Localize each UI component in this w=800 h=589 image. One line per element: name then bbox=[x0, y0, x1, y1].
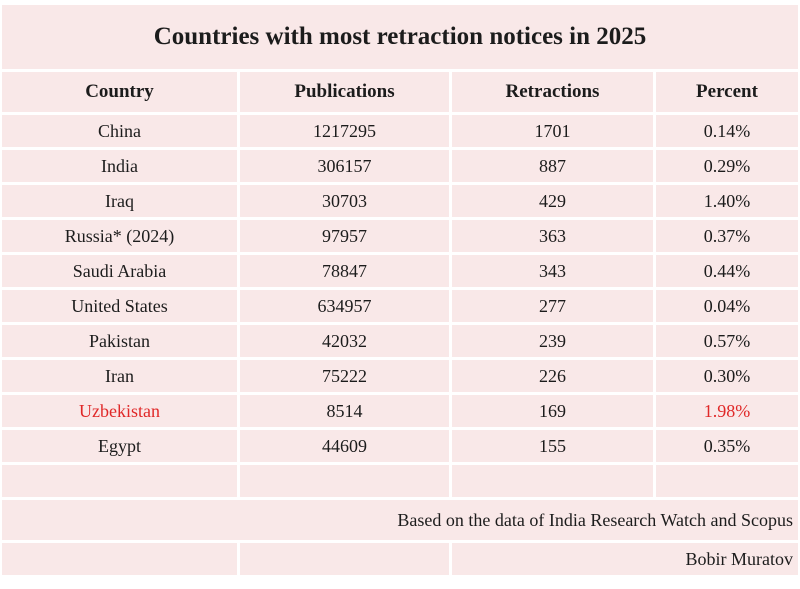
column-header-percent: Percent bbox=[656, 72, 798, 112]
cell-publications: 42032 bbox=[240, 325, 449, 357]
table-row-highlighted: Uzbekistan 8514 169 1.98% bbox=[2, 395, 798, 427]
empty-cell bbox=[240, 543, 449, 575]
cell-country: Uzbekistan bbox=[2, 395, 237, 427]
cell-percent: 0.35% bbox=[656, 430, 798, 462]
table-row: Iran 75222 226 0.30% bbox=[2, 360, 798, 392]
cell-percent: 0.37% bbox=[656, 220, 798, 252]
table-header-row: Country Publications Retractions Percent bbox=[2, 72, 798, 112]
cell-percent: 0.44% bbox=[656, 255, 798, 287]
cell-retractions: 363 bbox=[452, 220, 653, 252]
cell-publications: 97957 bbox=[240, 220, 449, 252]
cell-country: United States bbox=[2, 290, 237, 322]
column-header-publications: Publications bbox=[240, 72, 449, 112]
page-title: Countries with most retraction notices i… bbox=[2, 5, 798, 69]
table-row: China 1217295 1701 0.14% bbox=[2, 115, 798, 147]
cell-country: Iran bbox=[2, 360, 237, 392]
cell-country: Iraq bbox=[2, 185, 237, 217]
table-row: Pakistan 42032 239 0.57% bbox=[2, 325, 798, 357]
cell-publications: 75222 bbox=[240, 360, 449, 392]
table-row: Russia* (2024) 97957 363 0.37% bbox=[2, 220, 798, 252]
cell-country: Russia* (2024) bbox=[2, 220, 237, 252]
cell-country: Egypt bbox=[2, 430, 237, 462]
table-row: India 306157 887 0.29% bbox=[2, 150, 798, 182]
cell-percent: 0.04% bbox=[656, 290, 798, 322]
cell-country: Saudi Arabia bbox=[2, 255, 237, 287]
author-row: Bobir Muratov bbox=[2, 543, 798, 575]
column-header-retractions: Retractions bbox=[452, 72, 653, 112]
cell-retractions: 1701 bbox=[452, 115, 653, 147]
table-row: Iraq 30703 429 1.40% bbox=[2, 185, 798, 217]
table-row: United States 634957 277 0.04% bbox=[2, 290, 798, 322]
cell-retractions: 169 bbox=[452, 395, 653, 427]
cell-percent: 0.14% bbox=[656, 115, 798, 147]
cell-publications: 634957 bbox=[240, 290, 449, 322]
source-row: Based on the data of India Research Watc… bbox=[2, 500, 798, 540]
table-row: Egypt 44609 155 0.35% bbox=[2, 430, 798, 462]
cell-retractions: 429 bbox=[452, 185, 653, 217]
column-header-country: Country bbox=[2, 72, 237, 112]
cell-retractions: 155 bbox=[452, 430, 653, 462]
cell-percent: 0.29% bbox=[656, 150, 798, 182]
cell-country: Pakistan bbox=[2, 325, 237, 357]
empty-cell bbox=[240, 465, 449, 497]
empty-row bbox=[2, 465, 798, 497]
cell-country: China bbox=[2, 115, 237, 147]
cell-publications: 306157 bbox=[240, 150, 449, 182]
empty-cell bbox=[2, 543, 237, 575]
empty-cell bbox=[2, 465, 237, 497]
cell-retractions: 239 bbox=[452, 325, 653, 357]
empty-cell bbox=[452, 465, 653, 497]
table-row: Saudi Arabia 78847 343 0.44% bbox=[2, 255, 798, 287]
cell-retractions: 226 bbox=[452, 360, 653, 392]
source-note: Based on the data of India Research Watc… bbox=[2, 500, 798, 540]
cell-publications: 30703 bbox=[240, 185, 449, 217]
empty-cell bbox=[656, 465, 798, 497]
cell-retractions: 887 bbox=[452, 150, 653, 182]
author-credit: Bobir Muratov bbox=[452, 543, 798, 575]
cell-country: India bbox=[2, 150, 237, 182]
cell-retractions: 277 bbox=[452, 290, 653, 322]
cell-publications: 1217295 bbox=[240, 115, 449, 147]
cell-publications: 8514 bbox=[240, 395, 449, 427]
cell-publications: 44609 bbox=[240, 430, 449, 462]
cell-percent: 1.40% bbox=[656, 185, 798, 217]
cell-percent: 0.57% bbox=[656, 325, 798, 357]
cell-percent: 1.98% bbox=[656, 395, 798, 427]
cell-publications: 78847 bbox=[240, 255, 449, 287]
cell-percent: 0.30% bbox=[656, 360, 798, 392]
cell-retractions: 343 bbox=[452, 255, 653, 287]
title-row: Countries with most retraction notices i… bbox=[2, 5, 798, 69]
